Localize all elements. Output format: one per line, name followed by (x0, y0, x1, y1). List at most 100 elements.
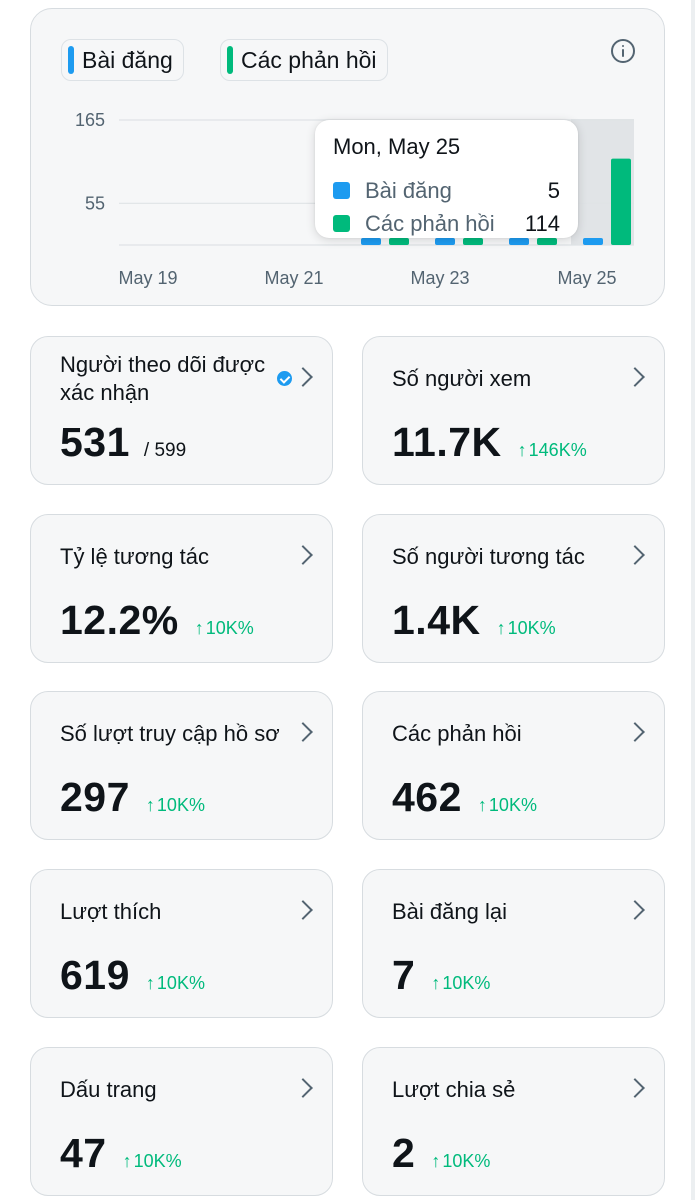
metric-value: 11.7K (392, 419, 502, 465)
metric-card[interactable]: Số người xem 11.7K ↑ 146K% (362, 336, 665, 485)
metric-change: ↑ 10K% (146, 973, 205, 994)
metric-change-value: 10K% (133, 1151, 182, 1171)
chevron-right-icon[interactable] (625, 900, 645, 920)
chevron-right-icon[interactable] (625, 367, 645, 387)
chart-card: Bài đăng Các phản hồi 165 55 May 19 May 21 M… (30, 8, 665, 306)
chevron-right-icon[interactable] (625, 545, 645, 565)
arrow-up-icon: ↑ (145, 973, 155, 993)
chevron-right-icon[interactable] (625, 1078, 645, 1098)
metric-change-value: 10K% (507, 618, 556, 638)
metric-card[interactable]: Người theo dõi được xác nhận 531 / 599 (30, 336, 333, 485)
chevron-right-icon[interactable] (625, 722, 645, 742)
metric-value: 2 (392, 1130, 416, 1176)
arrow-up-icon: ↑ (194, 618, 204, 638)
metric-value: 462 (392, 774, 462, 820)
metric-value: 297 (60, 774, 130, 820)
metric-change: ↑ 10K% (431, 1151, 490, 1172)
bar-replies (463, 238, 483, 245)
verified-badge-icon (277, 371, 292, 386)
y-tick-label: 165 (75, 110, 105, 130)
metric-title: Số người tương tác (392, 544, 585, 569)
metric-change: ↑ 10K% (497, 618, 556, 639)
bar-posts (361, 238, 381, 245)
metric-value-row: 11.7K ↑ 146K% (392, 419, 587, 465)
metric-title: Số lượt truy cập hồ sơ (60, 721, 280, 746)
metric-change-value: 146K% (528, 440, 587, 460)
metric-title: Số người xem (392, 366, 532, 391)
tooltip-date: Mon, May 25 (333, 134, 461, 159)
metric-change: ↑ 10K% (146, 795, 205, 816)
metric-change: ↑ 10K% (195, 618, 254, 639)
x-tick-label: May 23 (410, 268, 469, 288)
legend-posts-swatch (68, 46, 74, 74)
chevron-right-icon[interactable] (293, 722, 313, 742)
scrollbar-track (691, 0, 695, 1200)
metric-card[interactable]: Số lượt truy cập hồ sơ 297 ↑ 10K% (30, 691, 333, 840)
arrow-up-icon: ↑ (431, 973, 441, 993)
bar-replies (389, 238, 409, 245)
bar-replies (537, 238, 557, 245)
metric-card[interactable]: Các phản hồi 462 ↑ 10K% (362, 691, 665, 840)
arrow-up-icon: ↑ (517, 440, 527, 460)
tooltip-posts-swatch (333, 182, 350, 199)
metric-title: Bài đăng lại (392, 899, 507, 924)
metric-value: 12.2% (60, 597, 179, 643)
metric-change-value: 10K% (488, 795, 537, 815)
metric-change: ↑ 10K% (123, 1151, 182, 1172)
chevron-right-icon[interactable] (293, 900, 313, 920)
tooltip-replies-label: Các phản hồi (365, 211, 495, 236)
x-tick-label: May 21 (264, 268, 323, 288)
bar-chart: 165 55 May 19 May 21 May 23 May 25 (75, 110, 634, 288)
legend-replies-label: Các phản hồi (241, 46, 377, 73)
bar-posts (583, 238, 603, 245)
arrow-up-icon: ↑ (431, 1151, 441, 1171)
metric-total: / 599 (143, 440, 187, 461)
chevron-right-icon[interactable] (293, 1078, 313, 1098)
metric-card[interactable]: Dấu trang 47 ↑ 10K% (30, 1047, 333, 1196)
chevron-right-icon[interactable] (293, 367, 313, 387)
metric-title: Người theo dõi được xác nhận (60, 352, 266, 405)
tooltip-replies-swatch (333, 215, 350, 232)
metric-value: 47 (60, 1130, 107, 1176)
arrow-up-icon: ↑ (145, 795, 155, 815)
metric-title: Các phản hồi (392, 721, 522, 746)
metric-value-row: 297 ↑ 10K% (60, 774, 205, 820)
tooltip-posts-value: 5 (547, 178, 560, 203)
tooltip-replies-value: 114 (524, 211, 560, 236)
metric-value-row: 2 ↑ 10K% (392, 1130, 490, 1176)
arrow-up-icon: ↑ (122, 1151, 132, 1171)
metric-card[interactable]: Số người tương tác 1.4K ↑ 10K% (362, 514, 665, 663)
metric-value: 619 (60, 952, 130, 998)
metric-title: Tỷ lệ tương tác (60, 544, 209, 569)
metric-change-value: 10K% (442, 1151, 491, 1171)
metric-value-row: 12.2% ↑ 10K% (60, 597, 254, 643)
metric-change-value: 10K% (156, 795, 205, 815)
metric-card[interactable]: Tỷ lệ tương tác 12.2% ↑ 10K% (30, 514, 333, 663)
metric-title: Lượt thích (60, 899, 162, 924)
metric-card[interactable]: Lượt thích 619 ↑ 10K% (30, 869, 333, 1018)
metric-change: ↑ 10K% (431, 973, 490, 994)
metric-card[interactable]: Bài đăng lại 7 ↑ 10K% (362, 869, 665, 1018)
legend-posts[interactable]: Bài đăng (61, 39, 184, 81)
metric-title: Lượt chia sẻ (392, 1077, 516, 1102)
metric-value-row: 462 ↑ 10K% (392, 774, 537, 820)
arrow-up-icon: ↑ (477, 795, 487, 815)
tooltip-posts-label: Bài đăng (365, 178, 452, 203)
info-icon[interactable] (611, 39, 635, 63)
bar-replies (611, 158, 631, 245)
tooltip-row-posts: Bài đăng 5 (333, 178, 560, 204)
legend-replies[interactable]: Các phản hồi (220, 39, 388, 81)
chevron-right-icon[interactable] (293, 545, 313, 565)
metric-value-row: 531 / 599 (60, 419, 187, 465)
x-tick-label: May 19 (118, 268, 177, 288)
chart-tooltip: Mon, May 25 Bài đăng 5 Các phản hồi 114 (315, 120, 578, 238)
arrow-up-icon: ↑ (496, 618, 506, 638)
tooltip-row-replies: Các phản hồi 114 (333, 211, 560, 237)
metric-value-row: 1.4K ↑ 10K% (392, 597, 556, 643)
metric-title: Dấu trang (60, 1077, 157, 1102)
metric-value-row: 7 ↑ 10K% (392, 952, 490, 998)
metric-value: 7 (392, 952, 416, 998)
metric-change-value: 10K% (156, 973, 205, 993)
metric-card[interactable]: Lượt chia sẻ 2 ↑ 10K% (362, 1047, 665, 1196)
metric-value: 531 (60, 419, 130, 465)
